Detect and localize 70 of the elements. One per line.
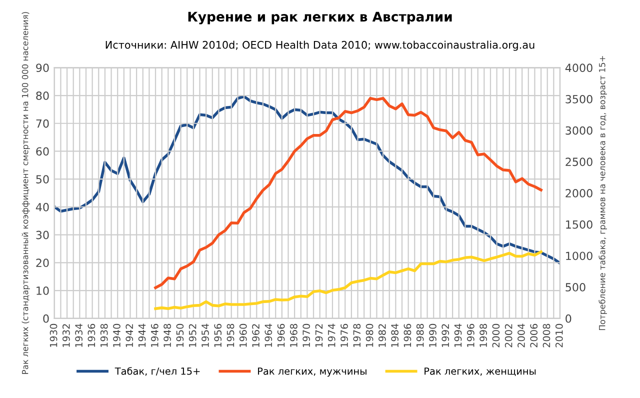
x-tick-label: 1970 bbox=[302, 324, 310, 347]
x-tick-label: 1996 bbox=[466, 324, 474, 347]
x-tick-label: 1946 bbox=[150, 324, 158, 347]
line-series bbox=[154, 96, 542, 290]
y2-tick-label: 3500 bbox=[566, 94, 592, 104]
chart-title: Курение и рак легких в Австралии bbox=[188, 12, 452, 24]
x-tick-label: 1950 bbox=[176, 324, 184, 347]
x-tick-label: 1972 bbox=[315, 324, 323, 347]
x-tick-label: 1986 bbox=[404, 324, 412, 347]
y-tick-label: 70 bbox=[36, 119, 49, 128]
x-tick-label: 1992 bbox=[442, 324, 450, 347]
line-series bbox=[54, 95, 560, 265]
x-tick-label: 1998 bbox=[480, 324, 487, 347]
y-tick-label: 40 bbox=[36, 202, 49, 212]
y-tick-label: 0 bbox=[43, 314, 49, 323]
y2-axis-title: Потребление табака, граммов на человека в год, возраст 15+ bbox=[598, 56, 607, 330]
x-tick-label: 1990 bbox=[429, 324, 436, 347]
x-tick-label: 1952 bbox=[188, 324, 196, 347]
x-tick-label: 1942 bbox=[126, 324, 134, 347]
x-tick-label: 1948 bbox=[164, 324, 171, 347]
x-tick-label: 2002 bbox=[504, 324, 512, 348]
x-tick-label: 1934 bbox=[75, 324, 82, 347]
y2-tick-label: 2500 bbox=[566, 158, 592, 166]
y2-tick-label: 3000 bbox=[566, 126, 592, 135]
x-tick-label: 1980 bbox=[366, 324, 374, 347]
x-tick-label: 1944 bbox=[138, 324, 146, 347]
y2-tick-label: 1000 bbox=[566, 252, 592, 260]
x-tick-label: 1982 bbox=[378, 324, 386, 347]
y2-tick-label: 1500 bbox=[566, 220, 592, 229]
x-tick-label: 2006 bbox=[530, 324, 538, 348]
x-tick-label: 1994 bbox=[454, 324, 462, 347]
x-tick-label: 1932 bbox=[62, 324, 70, 347]
x-tick-label: 1962 bbox=[252, 324, 260, 347]
y-tick-label: 30 bbox=[36, 230, 49, 240]
y2-tick-label: 500 bbox=[566, 283, 586, 292]
x-tick-label: 1974 bbox=[328, 324, 336, 347]
y-tick-label: 20 bbox=[36, 258, 49, 268]
x-tick-label: 1984 bbox=[391, 324, 398, 347]
x-tick-label: 2008 bbox=[542, 324, 550, 348]
chart-subtitle: Источники: AIHW 2010d; OECD Health Data 2010; www.tobaccoinaustralia.org.au bbox=[106, 40, 534, 51]
y-tick-label: 90 bbox=[36, 64, 49, 72]
x-tick-label: 1940 bbox=[113, 324, 120, 347]
x-tick-label: 1954 bbox=[202, 324, 209, 347]
line-series bbox=[154, 250, 542, 310]
y-tick-label: 80 bbox=[36, 91, 49, 100]
legend-label: Табак, г/чел 15+ bbox=[114, 367, 200, 376]
x-tick-label: 2004 bbox=[518, 324, 525, 348]
x-tick-label: 1936 bbox=[88, 324, 96, 347]
x-tick-label: 1968 bbox=[290, 324, 298, 347]
y-tick-label: 10 bbox=[36, 286, 49, 295]
legend-label: Рак легких, мужчины bbox=[258, 368, 366, 377]
x-tick-label: 1956 bbox=[214, 324, 222, 347]
x-tick-label: 1966 bbox=[277, 324, 285, 347]
x-tick-label: 2000 bbox=[492, 324, 500, 348]
y2-tick-label: 0 bbox=[566, 314, 572, 323]
x-tick-label: 2010 bbox=[555, 324, 563, 348]
x-tick-label: 1978 bbox=[353, 324, 361, 347]
y2-tick-label: 4000 bbox=[565, 64, 592, 72]
x-tick-label: 1988 bbox=[416, 324, 424, 347]
x-tick-label: 1976 bbox=[340, 324, 348, 347]
legend-label: Рак легких, женщины bbox=[424, 368, 536, 376]
y2-tick-label: 2000 bbox=[566, 189, 592, 198]
x-tick-label: 1958 bbox=[226, 324, 234, 347]
x-tick-label: 1938 bbox=[100, 324, 108, 347]
y-tick-label: 60 bbox=[36, 147, 49, 156]
y-tick-label: 50 bbox=[36, 175, 49, 184]
y-axis-title: Рак легких (стандартизованный коэффициент смертности на 100 000 населения) bbox=[22, 12, 30, 374]
x-tick-label: 1930 bbox=[50, 324, 58, 347]
x-tick-label: 1960 bbox=[239, 324, 247, 347]
x-tick-label: 1964 bbox=[264, 324, 272, 347]
